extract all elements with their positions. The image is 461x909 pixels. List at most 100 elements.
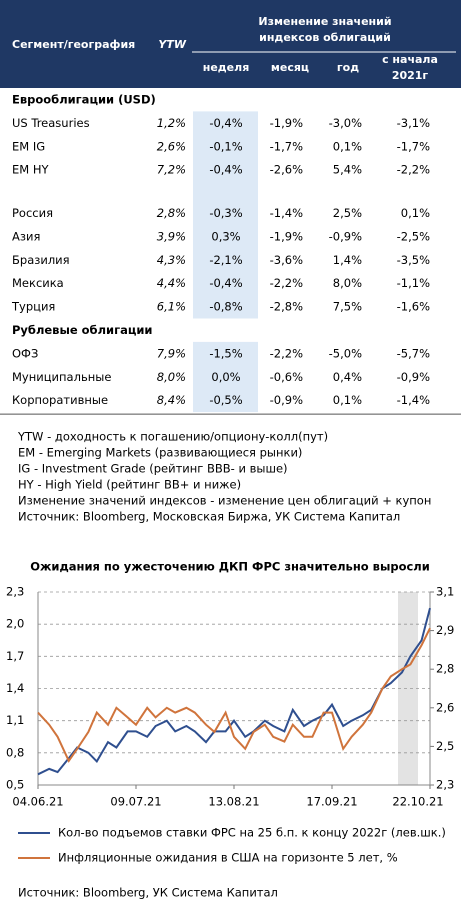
cell: -2,5% bbox=[397, 229, 430, 243]
cell: -2,6% bbox=[270, 163, 303, 177]
row-label: EM IG bbox=[12, 139, 45, 153]
row-label: EM HY bbox=[12, 163, 49, 177]
series-line bbox=[37, 627, 431, 763]
note: EM - Emerging Markets (развивающиеся рын… bbox=[18, 446, 302, 460]
header-col: месяц bbox=[271, 61, 309, 74]
y-tick-label: 1,4 bbox=[6, 681, 24, 695]
cell: -2,1% bbox=[209, 253, 242, 267]
note: HY - High Yield (рейтинг BB+ и ниже) bbox=[18, 478, 241, 492]
header-col: год bbox=[337, 61, 359, 74]
cell: -0,4% bbox=[209, 116, 242, 130]
cell: -1,9% bbox=[270, 116, 303, 130]
cell: 0,1% bbox=[401, 206, 430, 220]
cell: -0,6% bbox=[270, 370, 303, 384]
y2-tick-label: 2,3 bbox=[436, 778, 454, 792]
cell: 2,6% bbox=[157, 139, 186, 153]
header-col: с начала bbox=[382, 53, 438, 66]
x-tick-label: 04.06.21 bbox=[12, 795, 63, 809]
cell: -0,9% bbox=[270, 393, 303, 407]
header-col: неделя bbox=[203, 61, 250, 74]
cell: 6,1% bbox=[157, 300, 186, 314]
x-tick-label: 13.08.21 bbox=[208, 795, 259, 809]
cell: -3,5% bbox=[397, 253, 430, 267]
cell: 8,4% bbox=[157, 393, 186, 407]
note: IG - Investment Grade (рейтинг BBB- и вы… bbox=[18, 462, 288, 476]
cell: -1,1% bbox=[397, 276, 430, 290]
y2-tick-label: 2,8 bbox=[436, 662, 454, 676]
cell: 0,3% bbox=[211, 229, 240, 243]
cell: -1,4% bbox=[397, 393, 430, 407]
cell: -0,4% bbox=[209, 163, 242, 177]
cell: -2,2% bbox=[270, 276, 303, 290]
row-label: Турция bbox=[11, 300, 55, 314]
header-group: Изменение значений bbox=[258, 15, 391, 28]
y2-tick-label: 3,1 bbox=[436, 585, 454, 599]
y-tick-label: 1,7 bbox=[6, 649, 24, 663]
note: Изменение значений индексов - изменение … bbox=[18, 494, 431, 508]
cell: 3,9% bbox=[157, 229, 186, 243]
y-tick-label: 0,5 bbox=[6, 778, 24, 792]
x-tick-label: 22.10.21 bbox=[392, 795, 443, 809]
week-column-shade bbox=[193, 341, 258, 413]
y2-tick-label: 2,5 bbox=[436, 739, 454, 753]
x-tick-label: 09.07.21 bbox=[110, 795, 161, 809]
cell: -0,3% bbox=[209, 206, 242, 220]
series-line bbox=[37, 607, 431, 776]
y-tick-label: 1,1 bbox=[6, 713, 24, 727]
cell: 8,0% bbox=[157, 370, 186, 384]
cell: -3,6% bbox=[270, 253, 303, 267]
cell: -3,0% bbox=[329, 116, 362, 130]
cell: 7,2% bbox=[157, 163, 186, 177]
highlight-region bbox=[398, 592, 418, 785]
row-label: Россия bbox=[12, 206, 53, 220]
cell: -5,0% bbox=[329, 346, 362, 360]
cell: -2,2% bbox=[270, 346, 303, 360]
note: YTW - доходность к погашению/опциону-кол… bbox=[17, 430, 328, 444]
chart-source: Источник: Bloomberg, УК Система Капитал bbox=[18, 886, 278, 900]
cell: 5,4% bbox=[333, 163, 362, 177]
y-tick-label: 0,8 bbox=[6, 745, 24, 759]
x-tick-label: 17.09.21 bbox=[306, 795, 357, 809]
section-title: Рублевые облигации bbox=[12, 323, 152, 337]
week-column-shade bbox=[193, 111, 258, 319]
cell: 8,0% bbox=[333, 276, 362, 290]
cell: -0,1% bbox=[209, 139, 242, 153]
row-label: US Treasuries bbox=[12, 116, 90, 130]
y-tick-label: 2,3 bbox=[6, 585, 24, 599]
cell: -0,8% bbox=[209, 300, 242, 314]
cell: -1,5% bbox=[209, 346, 242, 360]
row-label: Бразилия bbox=[12, 253, 70, 267]
cell: -2,8% bbox=[270, 300, 303, 314]
cell: 0,1% bbox=[333, 393, 362, 407]
chart-title: Ожидания по ужесточению ДКП ФРС значител… bbox=[30, 560, 430, 574]
row-label: Мексика bbox=[12, 276, 64, 290]
cell: 0,1% bbox=[333, 139, 362, 153]
cell: 0,4% bbox=[333, 370, 362, 384]
cell: -0,9% bbox=[397, 370, 430, 384]
row-label: Муниципальные bbox=[12, 370, 111, 384]
cell: 7,9% bbox=[157, 346, 186, 360]
cell: -0,4% bbox=[209, 276, 242, 290]
cell: -0,5% bbox=[209, 393, 242, 407]
y2-tick-label: 2,6 bbox=[436, 700, 454, 714]
cell: 4,3% bbox=[157, 253, 186, 267]
legend-label: Кол-во подъемов ставки ФРС на 25 б.п. к … bbox=[58, 826, 446, 840]
cell: 1,2% bbox=[157, 116, 186, 130]
header-group: индексов облигаций bbox=[259, 31, 391, 44]
note: Источник: Bloomberg, Московская Биржа, У… bbox=[18, 510, 400, 524]
cell: -1,9% bbox=[270, 229, 303, 243]
cell: -1,6% bbox=[397, 300, 430, 314]
cell: -0,9% bbox=[329, 229, 362, 243]
cell: -5,7% bbox=[397, 346, 430, 360]
cell: 2,5% bbox=[333, 206, 362, 220]
cell: 2,8% bbox=[157, 206, 186, 220]
legend-label: Инфляционные ожидания в США на горизонте… bbox=[58, 851, 398, 865]
cell: -3,1% bbox=[397, 116, 430, 130]
section-title: Еврооблигации (USD) bbox=[12, 93, 156, 107]
table-header-bg bbox=[0, 0, 461, 88]
cell: 1,4% bbox=[333, 253, 362, 267]
y2-tick-label: 2,9 bbox=[436, 623, 454, 637]
cell: 0,0% bbox=[211, 370, 240, 384]
